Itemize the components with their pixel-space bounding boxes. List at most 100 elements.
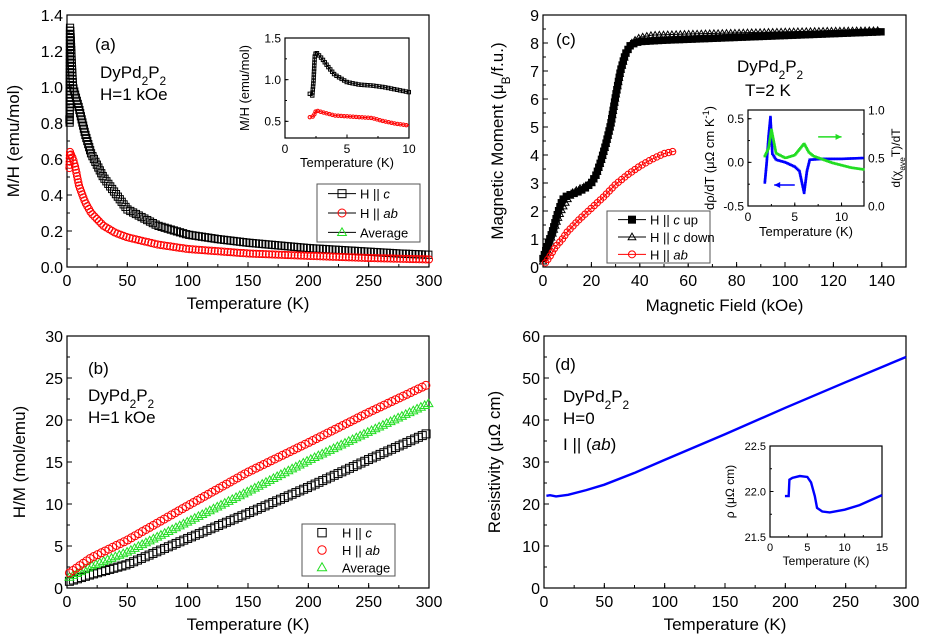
data-point xyxy=(114,549,125,559)
data-point xyxy=(561,198,570,206)
data-point xyxy=(589,174,598,183)
data-point xyxy=(835,26,845,34)
annotation-text: H=1 kOe xyxy=(88,408,156,427)
data-point xyxy=(803,186,807,190)
data-point xyxy=(853,157,856,160)
y-tick-label: 20 xyxy=(522,497,540,514)
data-point xyxy=(765,157,769,160)
data-point xyxy=(399,254,408,263)
data-point xyxy=(846,157,850,160)
data-point xyxy=(193,510,204,520)
x-tick-label: 300 xyxy=(893,594,920,611)
text-part: down xyxy=(680,230,715,245)
annotation-text: (d) xyxy=(555,355,576,374)
data-point xyxy=(788,155,791,159)
data-point xyxy=(380,254,389,263)
data-point xyxy=(335,252,344,262)
y-tick-label: 30 xyxy=(522,455,540,472)
data-point xyxy=(548,248,557,256)
data-point xyxy=(770,144,774,147)
data-point xyxy=(290,251,299,260)
data-point xyxy=(645,157,653,165)
data-point xyxy=(803,189,806,193)
data-point xyxy=(769,126,773,130)
data-point xyxy=(829,160,832,164)
x-tick-label: 10 xyxy=(839,542,851,554)
legend-label: H || c xyxy=(342,526,372,541)
annotation-text: DyPd2P2 xyxy=(737,57,804,82)
y-tick-label: 4 xyxy=(530,148,539,165)
text-part: I || ( xyxy=(563,435,592,454)
x-tick-label: 150 xyxy=(235,594,262,611)
data-point xyxy=(814,26,824,35)
data-point xyxy=(404,407,415,417)
data-point xyxy=(805,146,808,150)
data-point xyxy=(252,249,261,258)
data-point xyxy=(791,154,794,158)
data-point xyxy=(602,135,612,143)
data-point xyxy=(591,171,600,179)
data-point xyxy=(814,155,817,159)
data-point xyxy=(616,65,626,73)
data-point xyxy=(406,89,412,95)
data-point xyxy=(358,428,370,438)
y-tick-label: 21.5 xyxy=(745,532,766,544)
text-part: Temperature (K) xyxy=(759,224,853,239)
data-point xyxy=(772,139,775,143)
data-point xyxy=(178,229,188,238)
text-part: dρ/dT (μΩ cm K xyxy=(702,118,717,210)
data-point xyxy=(271,250,280,259)
text-part: B xyxy=(499,76,513,84)
x-tick-label: 50 xyxy=(118,594,136,611)
data-point xyxy=(787,162,791,166)
data-point xyxy=(734,28,744,36)
data-point xyxy=(738,28,748,36)
data-point xyxy=(663,30,673,38)
y-tick-label: 0.2 xyxy=(41,224,63,241)
data-point xyxy=(125,233,134,242)
data-point xyxy=(69,84,78,93)
data-point xyxy=(392,254,402,263)
y-tick-label: 5 xyxy=(530,120,539,137)
data-point xyxy=(347,433,358,444)
text-part: Average xyxy=(360,225,408,240)
text-part: Resistivity (μΩ cm) xyxy=(485,391,504,533)
data-point xyxy=(789,27,799,35)
data-point xyxy=(102,554,113,564)
text-part: H || xyxy=(342,543,365,558)
data-point xyxy=(284,250,293,260)
data-point xyxy=(71,93,81,102)
data-point xyxy=(763,177,767,181)
data-point xyxy=(338,252,347,262)
data-point xyxy=(191,245,200,254)
data-point xyxy=(790,164,794,167)
y-tick-label: 7 xyxy=(530,64,539,81)
text-part: 2 xyxy=(605,398,612,412)
data-point xyxy=(834,157,837,161)
data-point xyxy=(822,26,832,35)
data-point xyxy=(747,28,757,36)
data-point xyxy=(857,167,860,171)
annotation-text: I || (ab) xyxy=(563,435,616,454)
series-h-c xyxy=(64,429,431,586)
data-point xyxy=(847,165,851,169)
data-point xyxy=(70,90,80,99)
y-tick-label: 0.0 xyxy=(41,260,63,277)
text-part: c xyxy=(673,213,680,228)
annotation-text: H=0 xyxy=(563,409,595,428)
series-line xyxy=(546,355,907,498)
data-point xyxy=(614,73,624,81)
data-point xyxy=(803,183,807,187)
data-point xyxy=(786,162,789,165)
y-tick-label: 25 xyxy=(45,371,63,388)
x-tick-label: 0 xyxy=(282,142,289,156)
text-part: H/M (mol/emu) xyxy=(10,406,29,518)
y-tick-label: 0 xyxy=(531,581,540,598)
x-tick-label: 50 xyxy=(595,594,613,611)
data-point xyxy=(792,164,795,168)
y-tick-label: 2 xyxy=(530,204,539,221)
data-point xyxy=(818,157,822,160)
data-point xyxy=(264,250,274,259)
data-point xyxy=(219,497,231,507)
data-point xyxy=(67,569,79,579)
